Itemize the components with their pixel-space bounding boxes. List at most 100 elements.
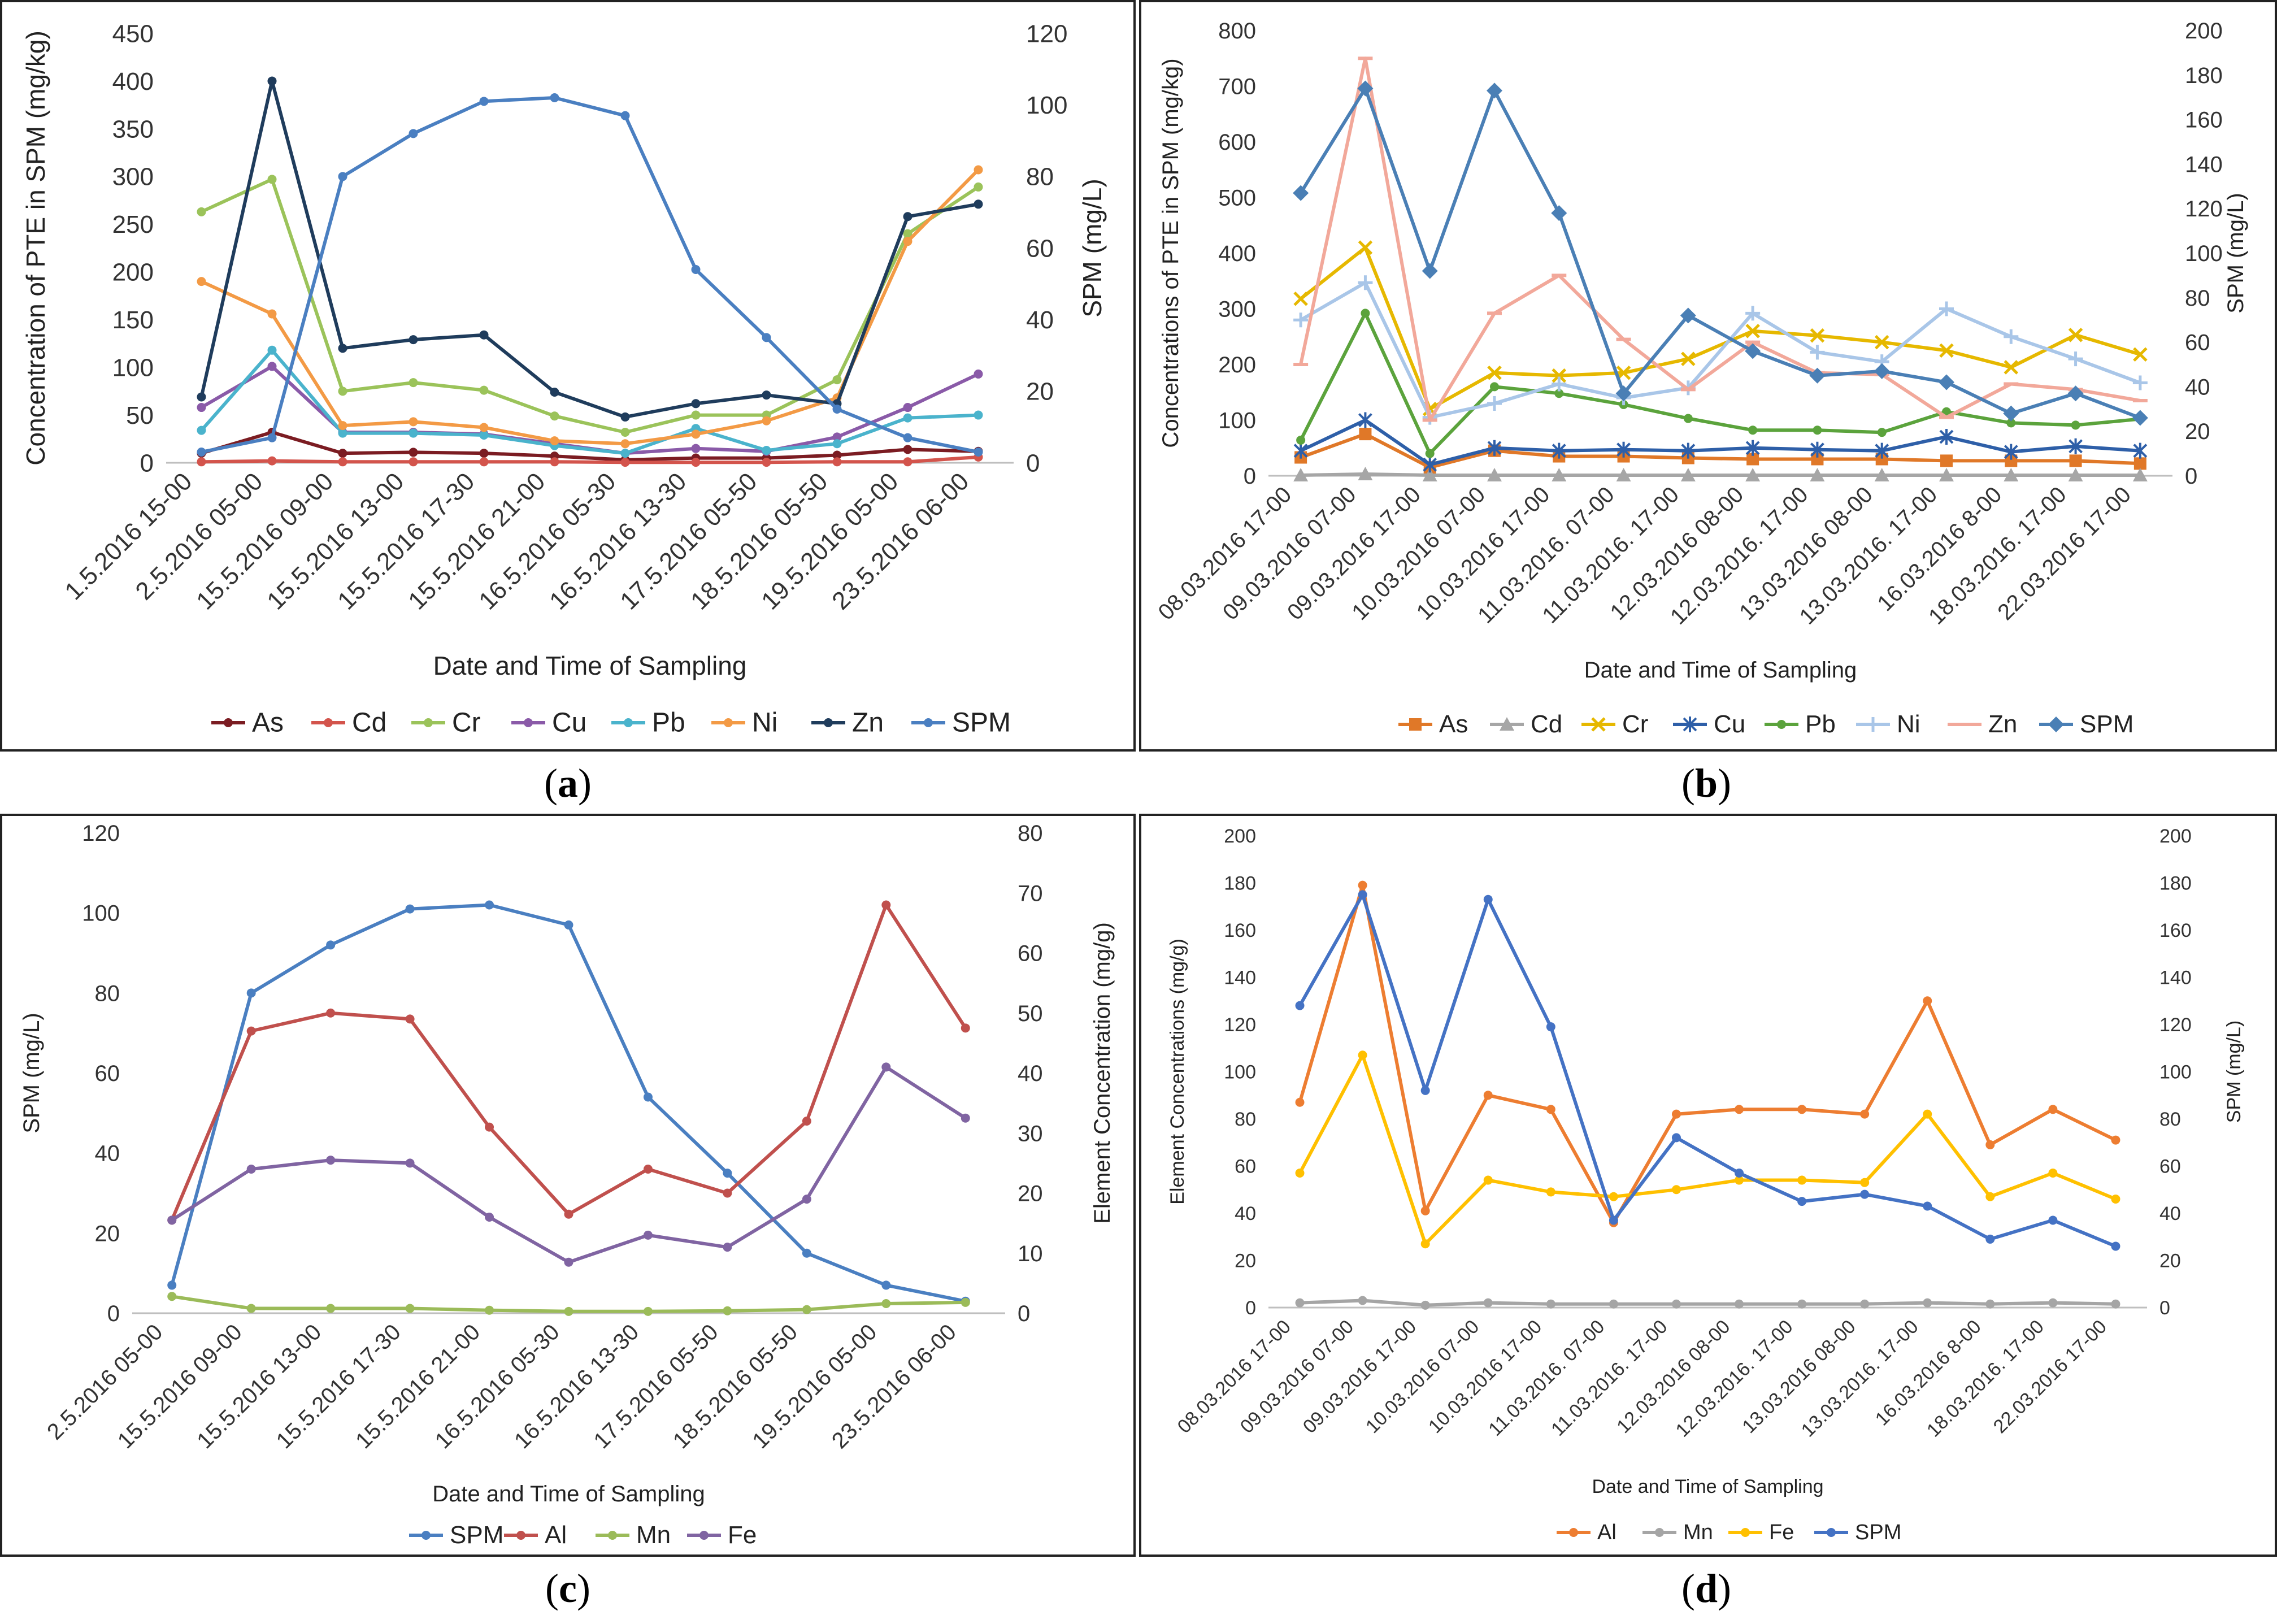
legend-marker-spm — [1827, 1528, 1836, 1537]
data-point-cu — [1552, 442, 1566, 459]
data-point-spm — [1487, 82, 1502, 99]
y2-tick-label: 20 — [1026, 378, 1054, 406]
data-point-cd — [197, 457, 206, 467]
data-point-spm — [1797, 1197, 1807, 1206]
data-point-al — [723, 1188, 732, 1198]
data-point-mn — [167, 1292, 177, 1301]
legend-label-ni: Ni — [752, 707, 777, 737]
y-tick-label: 120 — [82, 821, 120, 846]
legend-label-cd: Cd — [352, 707, 386, 737]
y-tick-label: 180 — [1224, 872, 1256, 894]
data-point-spm — [409, 129, 418, 138]
data-point-cr — [1810, 328, 1825, 343]
data-point-ni — [479, 423, 489, 432]
data-point-mn — [1923, 1298, 1932, 1308]
data-point-ni — [903, 237, 912, 246]
y2-tick-label: 10 — [1018, 1241, 1043, 1266]
data-point-ni — [1745, 306, 1761, 321]
y-tick-label: 100 — [82, 901, 120, 926]
y2-tick-label: 140 — [2185, 152, 2223, 177]
data-point-fe — [1295, 1169, 1305, 1178]
data-point-zn — [197, 392, 206, 402]
series-line-pb — [200, 348, 979, 455]
data-point-spm — [2111, 1241, 2120, 1251]
y2-tick-label: 80 — [2185, 286, 2210, 311]
data-point-al — [1671, 1109, 1681, 1119]
data-point-as — [338, 449, 347, 458]
data-point-cd — [1874, 468, 1889, 482]
y2-tick-label: 60 — [1026, 235, 1054, 262]
data-point-fe — [961, 1113, 970, 1123]
series-line-spm — [170, 903, 966, 1303]
data-point-mn — [1609, 1299, 1618, 1309]
y2-tick-label: 200 — [2185, 19, 2223, 44]
data-point-mn — [1358, 1296, 1367, 1305]
y2-tick-label: 60 — [2159, 1156, 2181, 1177]
data-point-al — [1295, 1097, 1305, 1107]
data-point-mn — [1985, 1299, 1995, 1309]
y2-tick-label: 60 — [2185, 331, 2210, 355]
data-point-fe — [405, 1158, 415, 1168]
series-line-al — [170, 903, 967, 1221]
data-point-spm — [197, 448, 206, 457]
series-line-as — [1300, 432, 2141, 470]
series-line-cu — [1300, 418, 2141, 467]
data-point-cu — [974, 369, 983, 379]
y2-tick-label: 70 — [1018, 881, 1043, 906]
data-point-as — [2005, 454, 2018, 467]
y2-tick-label: 120 — [2185, 197, 2223, 222]
data-point-as — [1940, 454, 1953, 467]
data-point-al — [1358, 880, 1367, 890]
data-point-pb — [1490, 382, 1499, 392]
data-point-spm — [338, 172, 347, 181]
data-point-cd — [2004, 468, 2019, 482]
legend-marker-as — [224, 718, 233, 727]
y2-tick-label: 30 — [1018, 1121, 1043, 1146]
data-point-ni — [1939, 301, 1954, 316]
x-tick-label: 1.5.2016 15-00 — [59, 467, 197, 605]
y2-tick-label: 40 — [1018, 1061, 1043, 1086]
legend-label-mn: Mn — [636, 1521, 671, 1549]
data-point-ni — [338, 421, 347, 431]
data-point-pb — [1425, 449, 1435, 458]
data-point-zn — [620, 412, 630, 422]
series-line-cd — [201, 455, 979, 464]
data-point-cd — [1358, 467, 1373, 481]
y2-tick-label: 50 — [1018, 1001, 1043, 1026]
x-tick-label: 13.03.2016. 17-00 — [1797, 1316, 1923, 1441]
legend-marker-spm — [2048, 717, 2064, 732]
data-point-spm — [1293, 185, 1309, 201]
data-point-spm — [267, 433, 277, 442]
data-point-cd — [1745, 468, 1761, 482]
x-tick-label: 12.03.2016. 17-00 — [1672, 1316, 1797, 1441]
data-point-cu — [197, 403, 206, 412]
data-point-al — [1735, 1105, 1744, 1114]
data-point-cu — [1617, 441, 1631, 458]
data-point-as — [1359, 428, 1372, 441]
data-point-fe — [246, 1165, 256, 1174]
y2-tick-label: 0 — [1018, 1301, 1030, 1326]
data-point-fe — [485, 1213, 494, 1222]
data-point-al — [802, 1117, 811, 1126]
data-point-zn — [267, 76, 277, 86]
data-point-spm — [903, 433, 912, 442]
data-point-fe — [326, 1156, 336, 1165]
data-point-pb — [1296, 435, 1306, 445]
y2-tick-label: 40 — [2185, 375, 2210, 400]
data-point-spm — [620, 111, 630, 120]
legend-marker-cd — [324, 718, 333, 727]
data-point-mn — [723, 1306, 732, 1315]
y-tick-label: 600 — [1218, 130, 1256, 155]
panel-label-a: (a) — [544, 761, 592, 806]
series-line-spm — [201, 96, 979, 454]
data-point-pb — [409, 428, 418, 438]
y-tick-label: 150 — [112, 306, 154, 334]
data-point-as — [2069, 454, 2082, 467]
legend-marker-mn — [1655, 1528, 1664, 1537]
data-point-cu — [1293, 442, 1308, 459]
legend-label-zn: Zn — [1988, 710, 2017, 738]
data-point-pb — [2071, 420, 2080, 430]
legend-marker-spm — [924, 718, 933, 727]
data-point-spm — [550, 93, 559, 102]
y-tick-label: 100 — [1224, 1061, 1256, 1083]
